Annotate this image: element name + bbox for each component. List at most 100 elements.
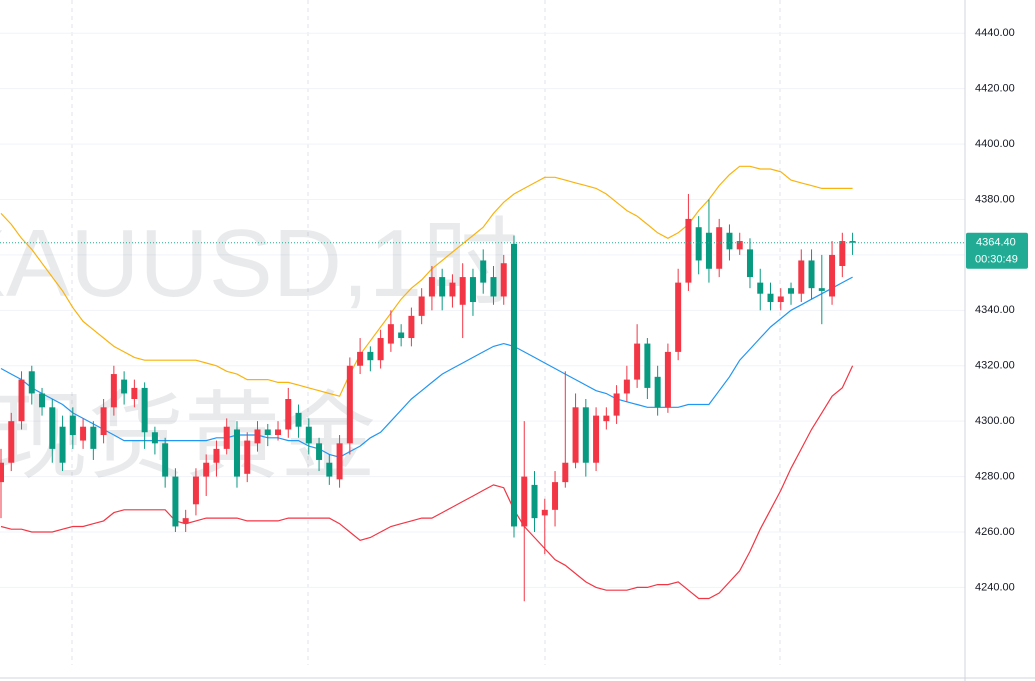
- candle-body: [746, 249, 753, 278]
- candle-body: [264, 429, 271, 436]
- candle-body: [357, 351, 364, 366]
- candle-body: [664, 351, 671, 408]
- candle-body: [521, 476, 528, 527]
- candle-body: [777, 296, 784, 303]
- candle-body: [367, 351, 374, 361]
- candle-body: [480, 260, 487, 283]
- band-line: [0, 165, 853, 397]
- candle-body: [90, 426, 97, 449]
- candle-body: [28, 371, 35, 394]
- candle-body: [818, 288, 825, 291]
- candle-body: [582, 407, 589, 463]
- candle-body: [808, 260, 815, 289]
- candle-body: [141, 387, 148, 433]
- candle-body: [80, 426, 87, 441]
- candle-body: [695, 227, 702, 261]
- candle-body: [172, 476, 179, 527]
- last-price-label: 4364.40: [976, 237, 1016, 249]
- candle-body: [8, 421, 15, 463]
- y-tick-label: 4380.00: [975, 193, 1015, 205]
- candle-body: [675, 282, 682, 352]
- last-price-box: [966, 232, 1028, 269]
- candle-body: [387, 324, 394, 344]
- grid: [0, 0, 965, 665]
- y-tick-label: 4320.00: [975, 360, 1015, 372]
- candle-body: [244, 440, 251, 474]
- candle-body: [511, 243, 517, 527]
- candle-body: [541, 509, 548, 516]
- candle-body: [449, 282, 456, 297]
- candle-body: [798, 260, 805, 294]
- candle-body: [531, 484, 538, 519]
- watermark-symbol: XAUUSD,1时: [0, 210, 518, 317]
- candle-body: [634, 343, 641, 380]
- candle-body: [757, 282, 764, 294]
- candle-body: [428, 277, 435, 297]
- y-tick-label: 4260.00: [975, 526, 1015, 538]
- y-tick-label: 4280.00: [975, 470, 1015, 482]
- watermark-name: 现货黄金: [0, 384, 376, 491]
- y-tick-label: 4240.00: [975, 581, 1015, 593]
- candle-body: [131, 387, 138, 399]
- candle-body: [623, 379, 630, 394]
- candle-body: [121, 379, 128, 394]
- candle-body: [316, 443, 323, 460]
- candle-body: [182, 518, 189, 524]
- candle-body: [203, 462, 210, 477]
- candle-body: [110, 374, 117, 408]
- y-tick-label: 4340.00: [975, 304, 1015, 316]
- candle-body: [469, 277, 476, 303]
- candle-body: [644, 343, 651, 388]
- countdown-label: 00:30:49: [975, 254, 1018, 266]
- candle-body: [613, 393, 620, 416]
- candle-body: [716, 227, 723, 269]
- candle-body: [418, 296, 425, 316]
- candle-body: [490, 277, 497, 297]
- candle-body: [49, 407, 56, 449]
- candle-body: [18, 379, 25, 422]
- candle-body: [0, 462, 4, 483]
- candle-body: [788, 288, 795, 294]
- candle-body: [829, 254, 836, 297]
- candle-body: [69, 415, 76, 436]
- candle-body: [500, 263, 507, 297]
- candle-body: [377, 338, 384, 361]
- candle-body: [233, 429, 240, 477]
- candle-body: [336, 443, 343, 480]
- candle-body: [736, 241, 743, 250]
- candle-body: [254, 429, 261, 444]
- band-line: [0, 365, 854, 600]
- candle-body: [603, 415, 610, 422]
- candle-body: [408, 315, 415, 339]
- y-tick-label: 4300.00: [975, 415, 1015, 427]
- candle-body: [285, 399, 292, 430]
- candle-body: [326, 462, 333, 477]
- y-tick-label: 4400.00: [975, 138, 1015, 150]
- candle-body: [439, 277, 446, 297]
- candle-body: [100, 407, 107, 436]
- candle-body: [346, 365, 353, 444]
- candle-body: [223, 426, 230, 449]
- candle-body: [162, 443, 169, 477]
- candle-body: [685, 218, 692, 283]
- candle-body: [572, 407, 579, 463]
- y-tick-label: 4420.00: [975, 83, 1015, 95]
- candle-body: [839, 241, 846, 266]
- candle-body: [562, 462, 569, 483]
- y-tick-label: 4440.00: [975, 27, 1015, 39]
- candle-body: [849, 241, 856, 243]
- candle-body: [654, 376, 661, 408]
- candle-body: [192, 476, 199, 505]
- candle-body: [39, 393, 46, 408]
- candle-body: [705, 232, 712, 269]
- candle-body: [459, 277, 466, 305]
- candle-body: [593, 415, 600, 463]
- candle-body: [151, 432, 158, 444]
- candle-body: [305, 426, 312, 444]
- candle-body: [59, 426, 66, 463]
- candle-body: [295, 412, 302, 427]
- candle-body: [398, 332, 405, 339]
- candle-body: [726, 232, 733, 250]
- band-line: [0, 276, 853, 458]
